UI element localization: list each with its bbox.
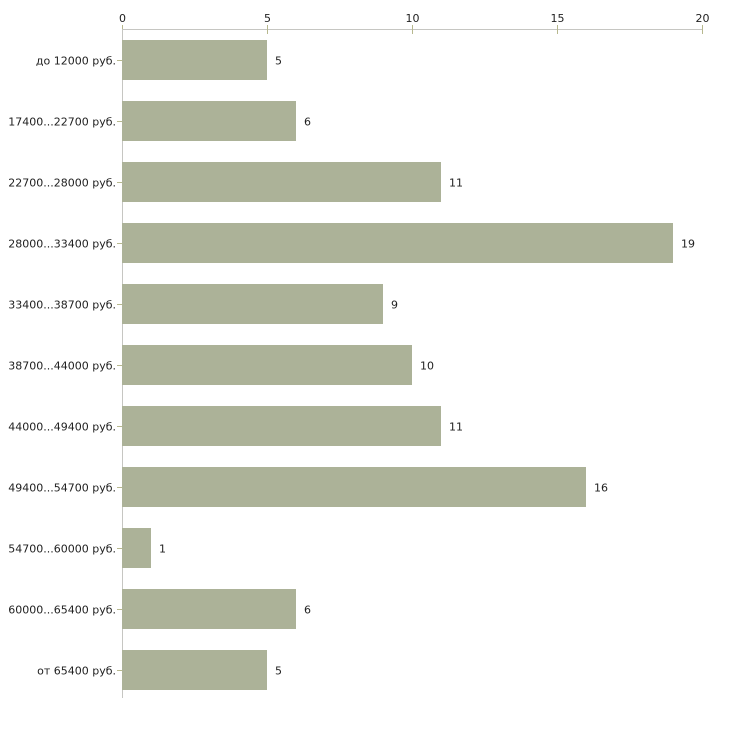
value-label: 10: [420, 359, 434, 373]
x-axis-tick-mark: [266, 25, 268, 34]
value-label: 19: [681, 237, 695, 251]
x-axis-tick-mark: [411, 25, 413, 34]
bar: [122, 223, 673, 263]
category-label: 44000...49400 руб.: [8, 420, 116, 434]
bar: [122, 406, 441, 446]
bar: [122, 40, 267, 80]
x-axis-tick-mark: [556, 25, 558, 34]
bar: [122, 467, 586, 507]
category-label: от 65400 руб.: [37, 664, 116, 678]
value-label: 5: [275, 54, 282, 68]
value-label: 5: [275, 664, 282, 678]
category-tick-mark: [117, 426, 122, 427]
value-label: 11: [449, 420, 463, 434]
bar: [122, 284, 383, 324]
value-label: 9: [391, 298, 398, 312]
category-label: 22700...28000 руб.: [8, 176, 116, 190]
x-axis-tick-label: 0: [119, 12, 126, 25]
category-tick-mark: [117, 121, 122, 122]
category-tick-mark: [117, 60, 122, 61]
category-tick-mark: [117, 304, 122, 305]
value-label: 6: [304, 115, 311, 129]
category-tick-mark: [117, 365, 122, 366]
x-axis-tick-label: 20: [695, 12, 710, 25]
category-tick-mark: [117, 548, 122, 549]
bar: [122, 650, 267, 690]
bar: [122, 345, 412, 385]
x-axis-tick-label: 5: [264, 12, 271, 25]
category-tick-mark: [117, 670, 122, 671]
category-label: 28000...33400 руб.: [8, 237, 116, 251]
bar: [122, 162, 441, 202]
value-label: 1: [159, 542, 166, 556]
category-label: 33400...38700 руб.: [8, 298, 116, 312]
value-label: 11: [449, 176, 463, 190]
category-label: 38700...44000 руб.: [8, 359, 116, 373]
category-label: до 12000 руб.: [35, 54, 116, 68]
value-label: 16: [594, 481, 608, 495]
category-label: 54700...60000 руб.: [8, 542, 116, 556]
bar: [122, 528, 151, 568]
category-tick-mark: [117, 487, 122, 488]
x-axis-tick-label: 15: [550, 12, 565, 25]
category-label: 49400...54700 руб.: [8, 481, 116, 495]
category-label: 60000...65400 руб.: [8, 603, 116, 617]
value-label: 6: [304, 603, 311, 617]
bar: [122, 101, 296, 141]
category-tick-mark: [117, 243, 122, 244]
category-tick-mark: [117, 609, 122, 610]
category-tick-mark: [117, 182, 122, 183]
x-axis-tick-label: 10: [405, 12, 420, 25]
category-label: 17400...22700 руб.: [8, 115, 116, 129]
bar: [122, 589, 296, 629]
x-axis-tick-mark: [701, 25, 703, 34]
